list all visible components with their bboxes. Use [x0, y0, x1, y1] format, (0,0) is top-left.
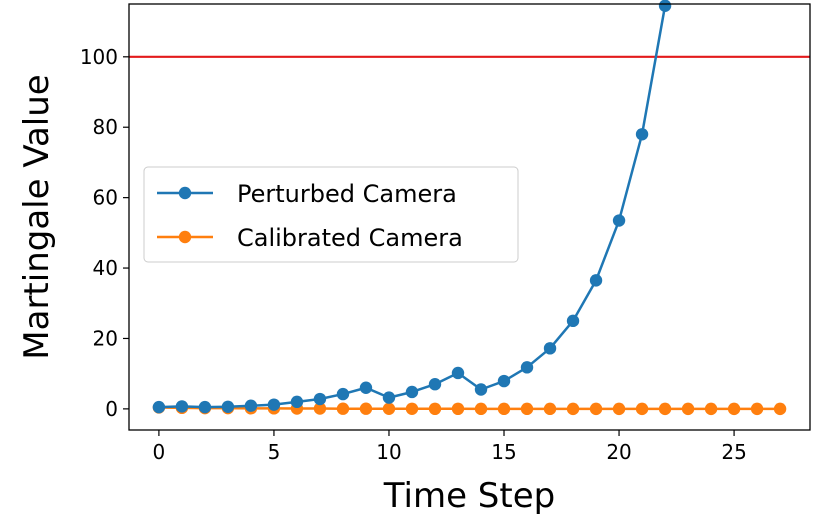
data-point [405, 385, 419, 399]
data-point [382, 402, 396, 415]
data-point [750, 402, 764, 416]
x-tick-label: 15 [491, 440, 516, 464]
y-tick-label: 100 [80, 45, 118, 69]
data-point [474, 383, 488, 396]
data-point [382, 391, 396, 404]
y-tick-label: 40 [93, 256, 118, 280]
series-perturbed [152, 0, 672, 414]
data-point [336, 387, 350, 401]
x-axis: 0 5 10 15 20 25 [153, 430, 747, 464]
data-point [773, 402, 787, 416]
x-tick-label: 0 [153, 440, 166, 464]
data-point [612, 214, 626, 227]
data-point [428, 402, 442, 416]
data-point [313, 402, 327, 415]
y-tick-label: 60 [93, 186, 118, 210]
data-point [474, 402, 488, 416]
data-point [543, 402, 557, 416]
data-point [267, 398, 281, 411]
data-point [727, 402, 741, 416]
legend-label-perturbed: Perturbed Camera [237, 180, 457, 208]
data-point [658, 0, 672, 12]
x-tick-label: 5 [268, 440, 281, 464]
data-point [290, 395, 304, 409]
legend-marker-perturbed [178, 186, 192, 200]
y-tick-label: 80 [93, 115, 118, 139]
data-point [405, 402, 419, 415]
data-point [336, 402, 350, 415]
data-point [497, 402, 511, 416]
data-point [589, 402, 603, 416]
data-point [198, 400, 212, 414]
legend: Perturbed Camera Calibrated Camera [143, 166, 519, 263]
data-point [635, 402, 649, 416]
x-axis-label: Time Step [383, 476, 555, 516]
data-point [451, 402, 465, 416]
data-point [543, 342, 557, 355]
data-point [221, 400, 235, 413]
data-point [635, 128, 649, 141]
data-point [520, 402, 534, 416]
y-tick-label: 0 [105, 397, 118, 421]
data-point [520, 361, 534, 374]
data-point [658, 402, 672, 416]
data-point [681, 402, 695, 416]
data-point [359, 381, 373, 394]
plot-frame [128, 3, 811, 431]
series-layer [152, 0, 787, 416]
data-point [451, 366, 465, 380]
x-tick-label: 10 [376, 440, 401, 464]
x-tick-label: 25 [721, 440, 746, 464]
legend-label-calibrated: Calibrated Camera [237, 224, 463, 252]
data-point [704, 402, 718, 416]
y-axis: 0 20 40 60 80 100 [80, 45, 129, 421]
data-point [589, 274, 603, 287]
data-point [359, 402, 373, 415]
series-line [158, 406, 781, 411]
legend-box [143, 166, 519, 263]
y-axis-label: Martingale Value [17, 74, 57, 359]
data-point [497, 374, 511, 388]
legend-marker-calibrated [178, 230, 192, 244]
data-point [428, 378, 442, 391]
data-point [566, 314, 580, 328]
data-point [175, 400, 189, 413]
y-tick-label: 20 [93, 326, 118, 350]
data-point [244, 399, 258, 412]
data-point [152, 400, 166, 414]
data-point [313, 392, 327, 406]
data-point [566, 402, 580, 416]
x-tick-label: 20 [606, 440, 631, 464]
data-point [612, 402, 626, 416]
